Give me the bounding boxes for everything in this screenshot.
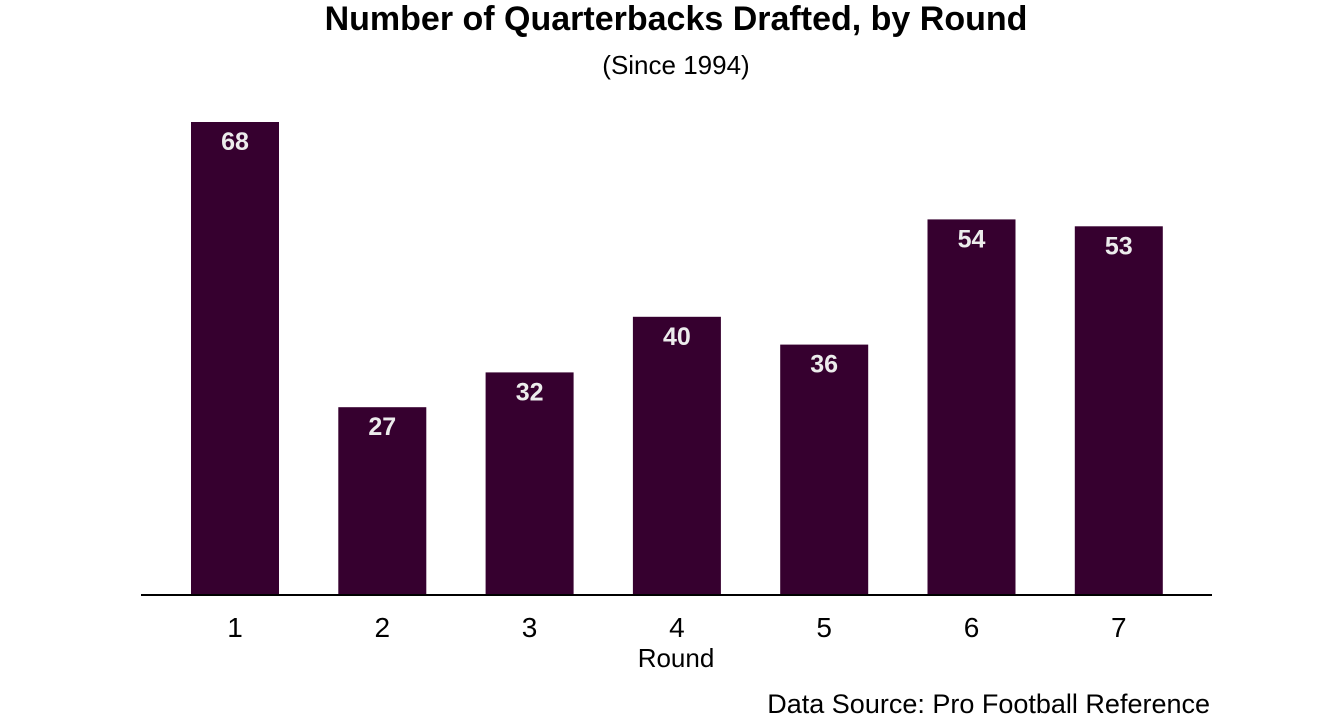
data-source-note: Data Source: Pro Football Reference xyxy=(767,689,1210,719)
bar-round-3 xyxy=(485,372,574,595)
x-tick-label-5: 5 xyxy=(816,612,832,643)
x-tick-labels-layer: 1 2 3 4 5 6 7 xyxy=(227,612,1126,643)
data-label-round-6: 54 xyxy=(958,225,986,253)
data-label-round-7: 53 xyxy=(1105,232,1133,260)
x-tick-label-1: 1 xyxy=(227,612,243,643)
chart-title: Number of Quarterbacks Drafted, by Round xyxy=(325,0,1028,38)
chart-subtitle: (Since 1994) xyxy=(602,50,749,80)
x-tick-label-3: 3 xyxy=(522,612,538,643)
x-tick-label-7: 7 xyxy=(1111,612,1127,643)
data-labels-layer: 68 27 32 40 36 54 53 xyxy=(221,128,1133,441)
bars-layer xyxy=(191,122,1163,596)
data-label-round-5: 36 xyxy=(810,351,838,379)
data-label-round-2: 27 xyxy=(368,413,396,441)
bar-round-2 xyxy=(338,407,427,595)
bar-round-6 xyxy=(927,219,1016,595)
bar-round-5 xyxy=(780,344,869,595)
data-label-round-4: 40 xyxy=(663,323,691,351)
x-axis-title: Round xyxy=(638,643,715,673)
x-tick-label-4: 4 xyxy=(669,612,685,643)
bar-round-7 xyxy=(1074,226,1163,596)
x-tick-label-6: 6 xyxy=(964,612,980,643)
bar-round-1 xyxy=(191,122,279,595)
data-label-round-1: 68 xyxy=(221,128,249,156)
x-tick-label-2: 2 xyxy=(375,612,391,643)
data-label-round-3: 32 xyxy=(516,378,544,406)
bar-round-4 xyxy=(632,316,721,595)
